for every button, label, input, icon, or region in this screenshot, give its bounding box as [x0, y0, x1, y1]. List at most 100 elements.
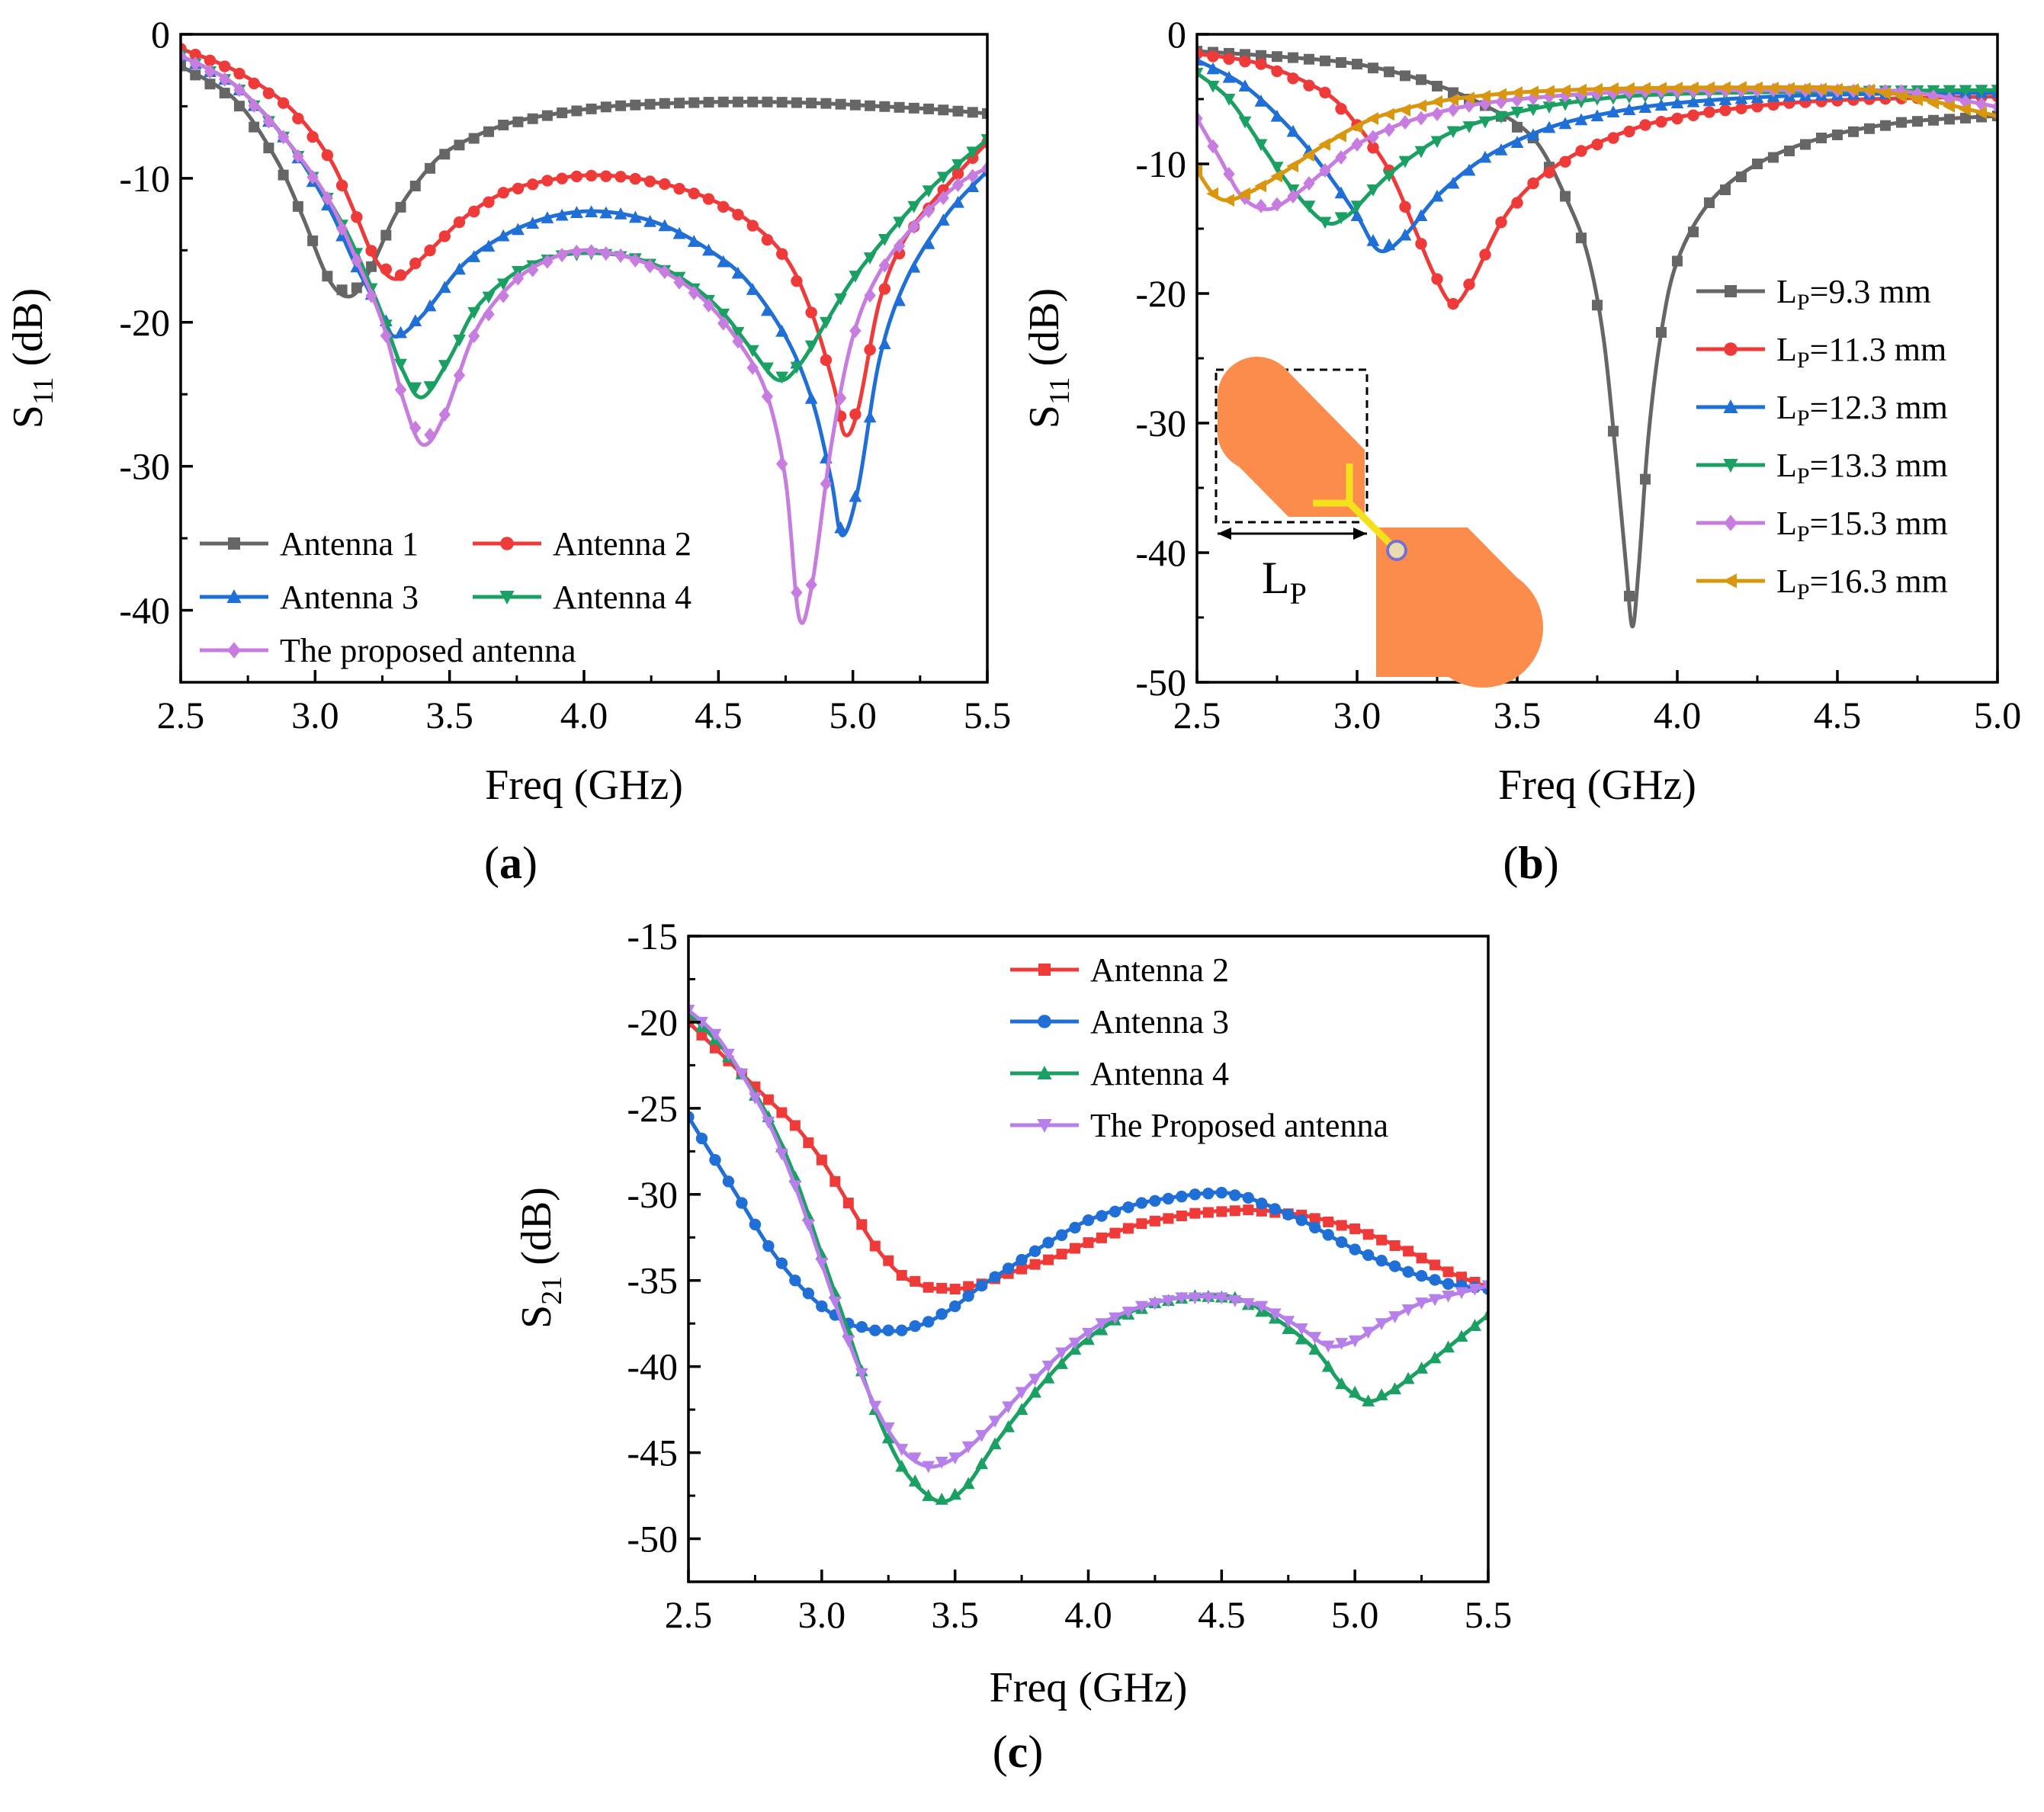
data-point-a-4-15: [394, 382, 407, 397]
data-point-a-4-33: [659, 265, 671, 280]
data-point-a-2-34: [672, 226, 686, 239]
data-point-b-1-4: [1255, 58, 1267, 70]
y-axis-title-c: S21 (dB): [513, 1187, 568, 1329]
data-point-c-2-57: [1442, 1340, 1455, 1353]
data-point-a-3-20: [467, 306, 481, 319]
data-point-c-0-19: [936, 1282, 948, 1294]
data-point-b-5-7: [1302, 149, 1314, 162]
data-point-c-0-38: [1189, 1207, 1201, 1219]
data-point-b-5-17: [1462, 91, 1474, 105]
y-tick-label-c-2: -25: [627, 1087, 678, 1130]
data-point-b-0-8: [1320, 55, 1330, 66]
data-point-a-0-49: [894, 101, 905, 113]
data-point-b-2-13: [1398, 228, 1412, 241]
data-point-b-0-30: [1672, 255, 1683, 267]
legend-item-b-1-label: LP=11.3 mm: [1776, 331, 1946, 373]
data-point-a-0-16: [409, 181, 421, 192]
data-point-c-3-38: [1188, 1292, 1202, 1305]
data-point-b-4-13: [1399, 115, 1411, 130]
data-point-c-3-58: [1455, 1287, 1468, 1300]
data-point-b-2-9: [1334, 186, 1348, 199]
data-point-b-3-11: [1366, 184, 1380, 197]
data-point-c-1-34: [1135, 1197, 1148, 1209]
data-point-b-4-11: [1367, 130, 1379, 145]
data-point-c-3-30: [1082, 1327, 1095, 1340]
data-point-b-0-41: [1848, 126, 1859, 137]
data-point-b-1-17: [1463, 278, 1475, 290]
data-point-a-1-33: [659, 178, 671, 191]
data-point-b-0-39: [1816, 133, 1827, 143]
data-point-c-2-15: [881, 1431, 895, 1444]
data-point-a-0-3: [219, 88, 230, 99]
data-point-a-0-0: [181, 60, 186, 72]
data-point-c-1-54: [1402, 1265, 1414, 1278]
data-point-c-3-49: [1335, 1338, 1349, 1350]
data-point-a-2-41: [775, 325, 789, 337]
data-point-a-1-29: [600, 170, 612, 182]
data-point-b-5-11: [1366, 112, 1378, 125]
data-point-c-0-57: [1442, 1266, 1454, 1278]
data-point-b-1-28: [1639, 119, 1651, 131]
data-point-a-2-16: [409, 314, 422, 327]
legend-item-a-1: Antenna 2: [473, 525, 691, 563]
legend-item-b-2: LP=12.3 mm: [1696, 389, 1948, 431]
data-point-a-2-22: [496, 229, 510, 242]
data-point-c-1-2: [709, 1153, 721, 1166]
data-point-c-1-42: [1242, 1191, 1255, 1204]
data-point-a-2-53: [951, 195, 964, 208]
data-point-a-4-29: [600, 246, 612, 261]
data-point-c-3-20: [948, 1452, 962, 1465]
legend-item-c-3-label: The Proposed antenna: [1090, 1107, 1388, 1144]
data-point-b-3-7: [1302, 200, 1316, 213]
data-point-a-3-22: [496, 278, 510, 291]
legend-item-c-1-label: Antenna 3: [1090, 1003, 1229, 1041]
data-point-a-2-52: [936, 213, 950, 226]
series-line-a-2: [181, 54, 987, 537]
data-point-b-4-12: [1383, 122, 1395, 137]
data-point-c-1-6: [762, 1240, 775, 1252]
x-tick-label-c-1: 3.0: [798, 1593, 846, 1636]
data-point-c-1-5: [749, 1218, 762, 1231]
data-point-a-0-28: [586, 103, 597, 114]
data-point-c-3-15: [881, 1422, 895, 1435]
data-point-c-1-52: [1375, 1255, 1388, 1267]
data-point-c-0-37: [1176, 1211, 1187, 1222]
data-point-c-0-17: [910, 1275, 921, 1287]
legend-item-c-3-marker: [1037, 1119, 1052, 1133]
data-point-a-3-17: [423, 381, 437, 393]
series-a-4: [181, 48, 987, 625]
data-point-a-0-50: [908, 102, 919, 114]
data-point-c-1-22: [975, 1279, 988, 1292]
data-point-b-1-20: [1511, 197, 1523, 209]
data-point-b-5-29: [1654, 82, 1667, 95]
data-point-c-3-59: [1468, 1284, 1481, 1296]
data-point-c-1-14: [869, 1324, 881, 1336]
data-point-b-1-22: [1543, 166, 1555, 179]
data-point-a-2-30: [614, 207, 627, 220]
data-point-a-4-8: [292, 149, 304, 164]
legend-item-c-1: Antenna 3: [1010, 1003, 1229, 1041]
data-point-a-1-48: [878, 283, 891, 295]
data-point-b-5-1: [1206, 187, 1218, 200]
data-point-b-4-15: [1431, 107, 1443, 121]
x-tick-label-b-4: 4.5: [1814, 694, 1862, 736]
data-point-b-5-18: [1478, 89, 1490, 103]
data-point-c-3-22: [975, 1430, 989, 1442]
data-point-c-1-24: [1002, 1262, 1015, 1275]
data-point-c-2-18: [922, 1489, 935, 1502]
data-point-c-1-31: [1096, 1210, 1108, 1222]
data-point-b-5-32: [1702, 81, 1715, 95]
data-point-b-2-29: [1654, 98, 1668, 111]
data-point-c-0-34: [1136, 1218, 1147, 1230]
data-point-a-0-32: [644, 98, 656, 110]
data-point-c-3-25: [1015, 1387, 1028, 1400]
data-point-a-4-50: [908, 219, 920, 234]
data-point-b-2-26: [1606, 105, 1620, 117]
legend-item-b-2-label: LP=12.3 mm: [1776, 389, 1948, 431]
legend-item-b-4-marker: [1724, 515, 1738, 531]
x-tick-label-a-0: 2.5: [157, 694, 205, 736]
data-point-c-3-43: [1255, 1300, 1269, 1313]
x-tick-label-a-5: 5.0: [829, 694, 877, 736]
data-point-b-4-10: [1351, 137, 1363, 152]
